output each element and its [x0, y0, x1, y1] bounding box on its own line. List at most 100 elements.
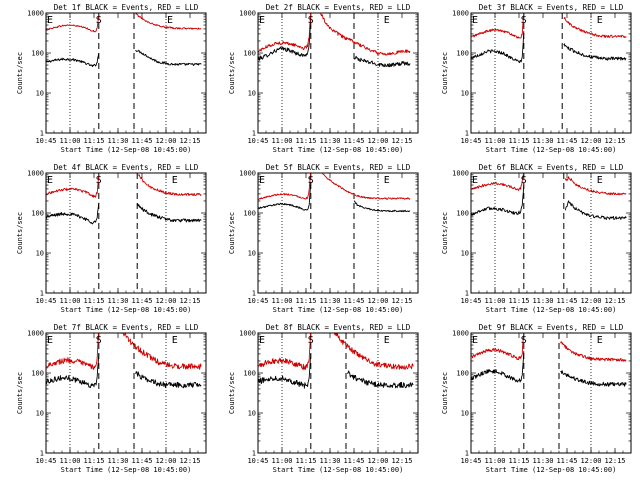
y-tick-label: 10 [36, 250, 44, 258]
x-tick-label: 11:30 [532, 137, 553, 145]
interval-marker-e: E [597, 15, 603, 26]
series-line-lld [46, 173, 202, 198]
panel-7f: Det 7f BLACK = Events, RED = LLD 1 10 100 10… [16, 323, 207, 474]
interval-marker-e: E [384, 335, 390, 346]
x-axis-label: Start Time (12-Sep-08 10:45:00) [486, 146, 617, 154]
interval-marker-s: S [308, 15, 314, 26]
x-tick-label: 11:45 [131, 137, 152, 145]
x-tick-label: 10:45 [35, 137, 56, 145]
y-tick-label: 100 [456, 370, 469, 378]
panel-4f: Det 4f BLACK = Events, RED = LLD 1 10 100 10… [16, 163, 207, 314]
y-tick-label: 1000 [452, 10, 469, 18]
x-tick-label: 11:00 [59, 297, 80, 305]
x-tick-label: 11:15 [83, 457, 104, 465]
x-tick-label: 11:15 [295, 297, 316, 305]
series-line-events [46, 202, 202, 225]
y-tick-label: 1 [465, 450, 469, 458]
x-tick-label: 12:00 [155, 297, 176, 305]
interval-marker-s: S [96, 335, 102, 346]
series-line-lld [46, 333, 202, 370]
x-tick-label: 11:45 [343, 297, 364, 305]
x-tick-label: 11:15 [83, 297, 104, 305]
x-tick-label: 11:30 [319, 297, 340, 305]
x-tick-label: 11:30 [532, 297, 553, 305]
x-tick-label: 11:00 [59, 457, 80, 465]
x-tick-label: 10:45 [460, 457, 481, 465]
x-tick-label: 11:00 [271, 137, 292, 145]
y-tick-label: 1 [40, 450, 44, 458]
series-line-lld [471, 13, 627, 39]
y-tick-label: 100 [31, 50, 44, 58]
interval-marker-e: E [172, 335, 178, 346]
interval-marker-e: E [597, 175, 603, 186]
y-tick-label: 1 [40, 290, 44, 298]
x-tick-label: 11:00 [484, 137, 505, 145]
y-tick-label: 1000 [27, 10, 44, 18]
panel-1f: Det 1f BLACK = Events, RED = LLD 1 10 100 10… [16, 3, 207, 154]
panel-6f: Det 6f BLACK = Events, RED = LLD 1 10 100 10… [441, 163, 632, 314]
interval-marker-e: E [472, 175, 478, 186]
x-tick-label: 11:30 [107, 137, 128, 145]
y-tick-label: 1000 [239, 170, 256, 178]
series-line-lld [471, 333, 627, 362]
y-tick-label: 10 [36, 410, 44, 418]
y-tick-label: 10 [248, 90, 256, 98]
series-line-events [258, 19, 411, 68]
interval-marker-s: S [521, 15, 527, 26]
interval-marker-e: E [167, 15, 173, 26]
y-axis-label: Counts/sec [228, 52, 236, 94]
panel-2f: Det 2f BLACK = Events, RED = LLD 1 10 100 10… [228, 3, 419, 154]
y-tick-label: 100 [31, 210, 44, 218]
x-tick-label: 11:15 [295, 457, 316, 465]
interval-marker-e: E [172, 175, 178, 186]
panel-3f: Det 3f BLACK = Events, RED = LLD 1 10 100 10… [441, 3, 632, 154]
x-tick-label: 11:15 [508, 297, 529, 305]
x-tick-label: 12:15 [179, 137, 200, 145]
x-tick-label: 12:15 [604, 297, 625, 305]
x-tick-label: 11:30 [107, 297, 128, 305]
interval-marker-e: E [259, 335, 265, 346]
x-tick-label: 11:00 [484, 297, 505, 305]
chart-title: Det 1f BLACK = Events, RED = LLD [54, 3, 199, 12]
interval-marker-s: S [308, 335, 314, 346]
interval-marker-s: S [521, 175, 527, 186]
x-axis-label: Start Time (12-Sep-08 10:45:00) [61, 466, 192, 474]
y-tick-label: 1000 [27, 330, 44, 338]
y-tick-label: 1000 [452, 330, 469, 338]
x-tick-label: 12:15 [604, 457, 625, 465]
x-tick-label: 10:45 [247, 297, 268, 305]
y-tick-label: 10 [461, 250, 469, 258]
y-tick-label: 100 [456, 50, 469, 58]
x-tick-label: 10:45 [247, 457, 268, 465]
chart-title: Det 8f BLACK = Events, RED = LLD [266, 323, 411, 332]
x-tick-label: 10:45 [460, 137, 481, 145]
x-tick-label: 12:00 [580, 457, 601, 465]
x-tick-label: 10:45 [35, 297, 56, 305]
y-tick-label: 100 [243, 210, 256, 218]
interval-marker-s: S [96, 15, 102, 26]
chart-title: Det 7f BLACK = Events, RED = LLD [54, 323, 199, 332]
x-tick-label: 12:00 [155, 457, 176, 465]
series-line-lld [258, 13, 411, 56]
x-tick-label: 10:45 [460, 297, 481, 305]
x-tick-label: 11:45 [131, 457, 152, 465]
y-tick-label: 1 [252, 290, 256, 298]
x-tick-label: 11:45 [556, 297, 577, 305]
interval-marker-e: E [259, 175, 265, 186]
x-tick-label: 11:00 [271, 297, 292, 305]
x-tick-label: 11:45 [131, 297, 152, 305]
y-tick-label: 100 [243, 50, 256, 58]
interval-marker-e: E [47, 15, 53, 26]
x-tick-label: 12:15 [179, 457, 200, 465]
y-axis-label: Counts/sec [228, 372, 236, 414]
series-line-events [471, 351, 627, 387]
x-axis-label: Start Time (12-Sep-08 10:45:00) [486, 306, 617, 314]
x-tick-label: 12:15 [391, 137, 412, 145]
chart-title: Det 2f BLACK = Events, RED = LLD [266, 3, 411, 12]
x-tick-label: 11:45 [556, 457, 577, 465]
y-axis-label: Counts/sec [228, 212, 236, 254]
y-tick-label: 10 [461, 90, 469, 98]
panel-5f: Det 5f BLACK = Events, RED = LLD 1 10 100 10… [228, 163, 419, 314]
x-axis-label: Start Time (12-Sep-08 10:45:00) [61, 306, 192, 314]
